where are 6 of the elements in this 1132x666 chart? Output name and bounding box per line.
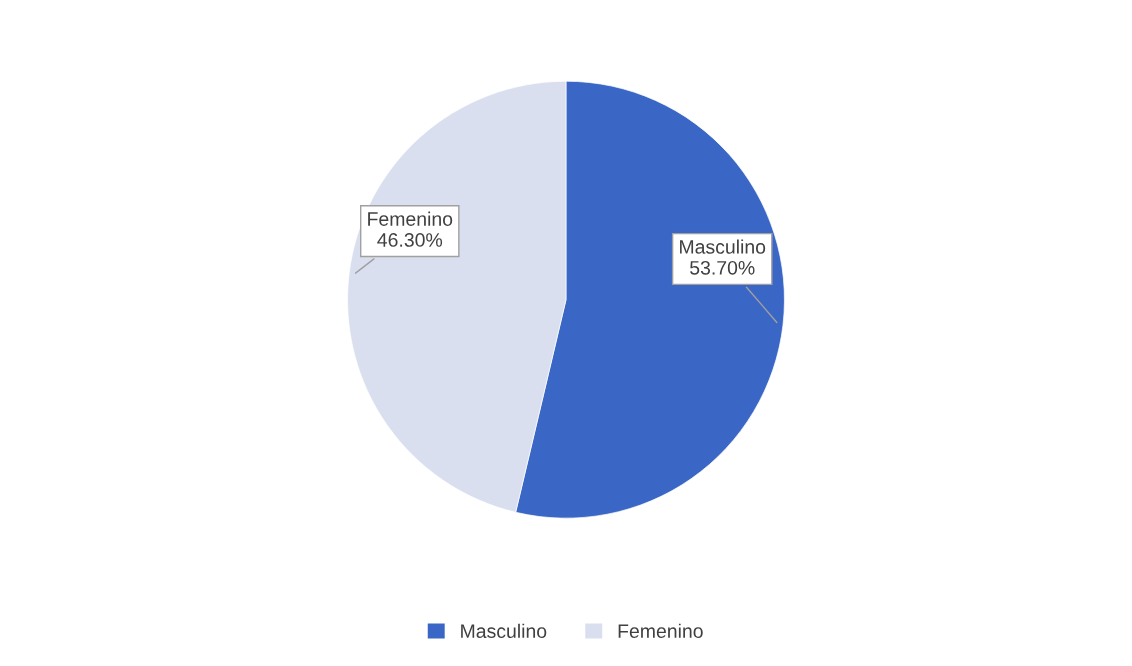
legend-label: Femenino [618,623,703,638]
slice-label: Masculino [680,239,766,254]
data-label: 53.70% [690,260,755,275]
data-label: 46.30% [377,233,443,247]
legend-label: Masculino [461,623,547,638]
slice-label: Femenino [368,211,453,226]
